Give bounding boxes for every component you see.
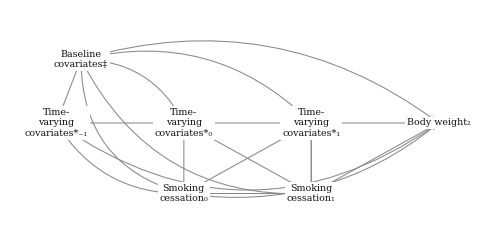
Text: Smoking
cessation₁: Smoking cessation₁ (287, 184, 336, 203)
Text: Time-
varying
covariates*₀: Time- varying covariates*₀ (155, 108, 213, 138)
Text: Time-
varying
covariates*₋₁: Time- varying covariates*₋₁ (25, 108, 88, 138)
Text: Baseline
covariates‡: Baseline covariates‡ (54, 49, 108, 69)
Text: Body weight₂: Body weight₂ (407, 119, 470, 127)
Text: Time-
varying
covariates*₁: Time- varying covariates*₁ (282, 108, 341, 138)
Text: Smoking
cessation₀: Smoking cessation₀ (160, 184, 208, 203)
